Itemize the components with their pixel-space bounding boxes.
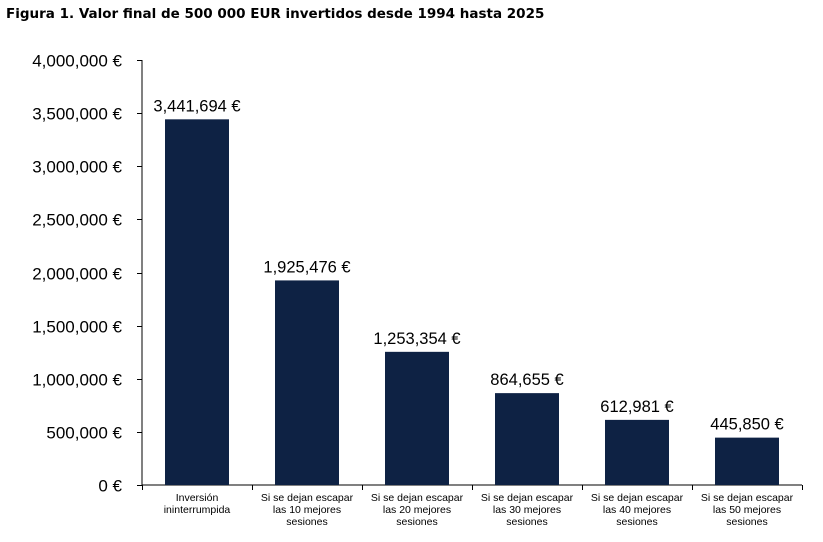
x-tick-label: Si se dejan escapar las 30 mejores sesione… [481,492,574,528]
y-tick-label: 3,000,000 € [32,158,122,177]
data-labels: 3,441,694 € 1,925,476 € 1,253,354 € 864,655… [153,97,783,433]
data-label: 445,850 € [710,416,783,434]
y-axis-ticks: 0 € 500,000 € 1,000,000 € 1,500,000 € 2,000,… [32,52,142,496]
bar [495,393,559,485]
y-tick-label: 1,000,000 € [32,371,122,390]
x-tick-label-line: Si se dejan escapar [261,492,354,504]
x-tick-label-line: sesiones [396,516,437,528]
y-tick-label: 4,000,000 € [32,52,122,71]
data-label: 1,253,354 € [373,330,460,348]
x-tick-label-line: las 50 mejores [713,504,781,516]
x-tick-label-line: Si se dejan escapar [371,492,464,504]
chart-axes [141,60,803,490]
x-axis-ticks: Inversión ininterrumpida Si se dejan escap… [164,492,794,528]
data-label: 864,655 € [490,371,563,389]
x-tick-label-line: Si se dejan escapar [481,492,574,504]
x-tick-label-line: sesiones [286,516,327,528]
y-tick-label: 2,000,000 € [32,265,122,284]
x-tick-label-line: Si se dejan escapar [591,492,684,504]
bar [715,437,779,485]
data-label: 612,981 € [600,398,673,416]
y-tick-label: 3,500,000 € [32,105,122,124]
x-tick-label: Si se dejan escapar las 50 mejores sesione… [701,492,794,528]
chart-title: Figura 1. Valor final de 500 000 EUR inv… [6,6,545,22]
bar [275,280,339,485]
x-tick-label-line: sesiones [506,516,547,528]
x-tick-label: Si se dejan escapar las 40 mejores sesione… [591,492,684,528]
x-tick-label-line: las 40 mejores [603,504,671,516]
y-tick-label: 2,500,000 € [32,211,122,230]
x-tick-label: Inversión ininterrumpida [164,492,231,516]
bar [605,419,669,485]
x-tick-label: Si se dejan escapar las 20 mejores sesione… [371,492,464,528]
x-tick-label-line: sesiones [616,516,657,528]
bar [385,351,449,485]
x-tick-label: Si se dejan escapar las 10 mejores sesione… [261,492,354,528]
y-tick-label: 0 € [98,477,122,496]
data-label: 1,925,476 € [263,258,350,276]
x-tick-label-line: sesiones [726,516,767,528]
data-label: 3,441,694 € [153,97,240,115]
bars [165,119,779,486]
x-tick-label-line: las 10 mejores [273,504,341,516]
x-tick-label-line: Si se dejan escapar [701,492,794,504]
x-tick-label-line: Inversión [176,492,219,504]
y-tick-label: 1,500,000 € [32,318,122,337]
bar [165,119,229,486]
x-tick-label-line: las 30 mejores [493,504,561,516]
x-tick-label-line: ininterrumpida [164,504,231,516]
y-tick-label: 500,000 € [46,424,122,443]
x-tick-label-line: las 20 mejores [383,504,451,516]
